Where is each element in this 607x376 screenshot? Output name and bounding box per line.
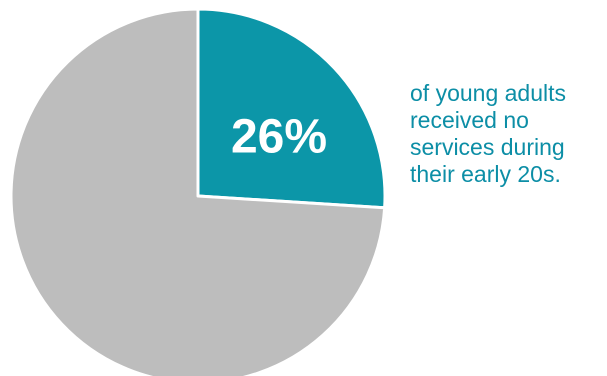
chart-annotation: of young adults received no services dur… [410, 80, 605, 188]
slice-remainder [9, 7, 387, 376]
pie-slices [9, 7, 387, 376]
slice-no-services [196, 7, 387, 210]
slice-data-label-26-percent: 26% [231, 111, 327, 164]
annotation-line-3: services during [410, 134, 565, 160]
annotation-line-2: received no [410, 107, 529, 133]
annotation-line-1: of young adults [410, 80, 567, 106]
annotation-line-4: their early 20s. [410, 161, 561, 187]
